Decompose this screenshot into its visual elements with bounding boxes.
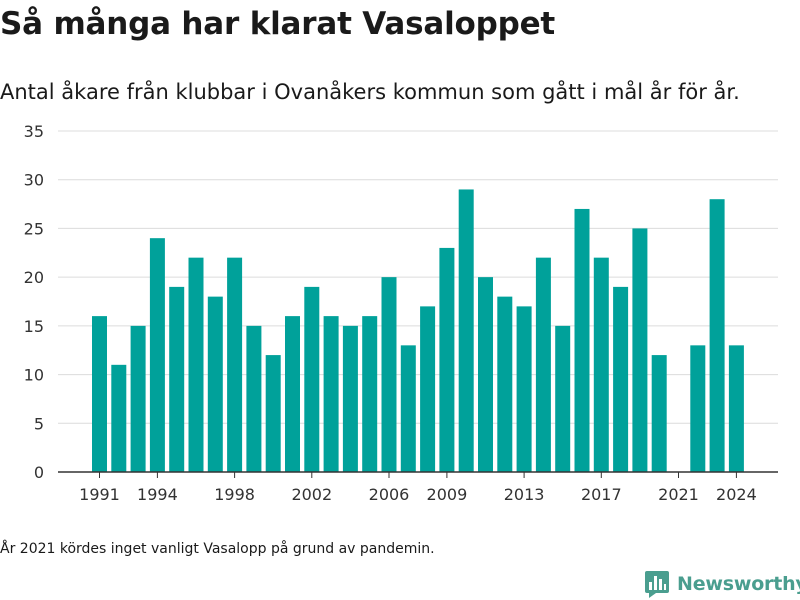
gridlines (58, 130, 778, 424)
bar-2009[interactable] (439, 247, 455, 472)
bar-2024[interactable] (728, 345, 744, 472)
bar-2020[interactable] (651, 355, 667, 472)
x-tick-label: 2002 (291, 485, 332, 504)
bar-2007[interactable] (400, 345, 416, 472)
bar-2003[interactable] (323, 316, 339, 472)
bar-2010[interactable] (458, 189, 474, 472)
bars (92, 189, 744, 472)
bar-2012[interactable] (497, 296, 513, 472)
bar-2023[interactable] (709, 199, 725, 472)
bar-chart: 0 5 10 15 20 25 30 35 1991 1994 1998 2002 2006 2009 2… (24, 122, 778, 504)
x-tick-label: 1991 (79, 485, 120, 504)
bar-1997[interactable] (207, 296, 223, 472)
newsworthy-logo-text: Newsworthy (677, 573, 800, 595)
bar-2006[interactable] (381, 277, 397, 472)
bar-2005[interactable] (362, 316, 378, 472)
y-tick-label: 20 (24, 268, 44, 287)
bar-2008[interactable] (420, 306, 436, 472)
y-tick-label: 25 (24, 219, 44, 238)
x-tick-label: 1994 (137, 485, 178, 504)
y-tick-label: 30 (24, 171, 44, 190)
bar-2014[interactable] (535, 257, 551, 472)
bar-1995[interactable] (169, 286, 185, 472)
y-tick-label: 0 (34, 463, 44, 482)
y-tick-label: 15 (24, 317, 44, 336)
y-tick-label: 10 (24, 366, 44, 385)
y-tick-label: 5 (34, 414, 44, 433)
x-tick-label: 2009 (427, 485, 468, 504)
bar-2004[interactable] (342, 325, 358, 472)
x-tick-label: 1998 (214, 485, 255, 504)
bar-2013[interactable] (516, 306, 532, 472)
bar-2022[interactable] (690, 345, 706, 472)
bar-2019[interactable] (632, 228, 648, 472)
bar-1993[interactable] (130, 325, 146, 472)
x-tick-label: 2024 (716, 485, 757, 504)
footnote: År 2021 kördes inget vanligt Vasalopp på… (0, 541, 435, 557)
bar-2000[interactable] (265, 355, 281, 472)
y-tick-label: 35 (24, 122, 44, 141)
x-tick-labels: 1991 1994 1998 2002 2006 2009 2013 2017 2021 2024 (79, 485, 757, 504)
axes (58, 471, 778, 478)
bar-1992[interactable] (111, 364, 127, 472)
x-tick-label: 2006 (369, 485, 410, 504)
y-tick-labels: 0 5 10 15 20 25 30 35 (24, 122, 44, 482)
bar-1994[interactable] (149, 238, 165, 472)
bar-2002[interactable] (304, 286, 320, 472)
chart-title: Så många har klarat Vasaloppet (0, 6, 556, 42)
bar-2015[interactable] (555, 325, 571, 472)
bar-1998[interactable] (227, 257, 243, 472)
bar-2017[interactable] (593, 257, 609, 472)
bar-1996[interactable] (188, 257, 204, 472)
bar-2011[interactable] (478, 277, 493, 472)
bar-2001[interactable] (285, 316, 300, 472)
bar-1991[interactable] (92, 316, 107, 472)
x-tick-label: 2017 (581, 485, 622, 504)
bar-2016[interactable] (574, 208, 590, 472)
x-tick-label: 2013 (504, 485, 545, 504)
x-tick-label: 2021 (658, 485, 699, 504)
bar-1999[interactable] (246, 325, 262, 472)
newsworthy-logo-icon (645, 571, 669, 598)
chart-subtitle: Antal åkare från klubbar i Ovanåkers kom… (0, 80, 740, 104)
newsworthy-logo[interactable]: Newsworthy (644, 570, 800, 598)
bar-2018[interactable] (613, 286, 629, 472)
